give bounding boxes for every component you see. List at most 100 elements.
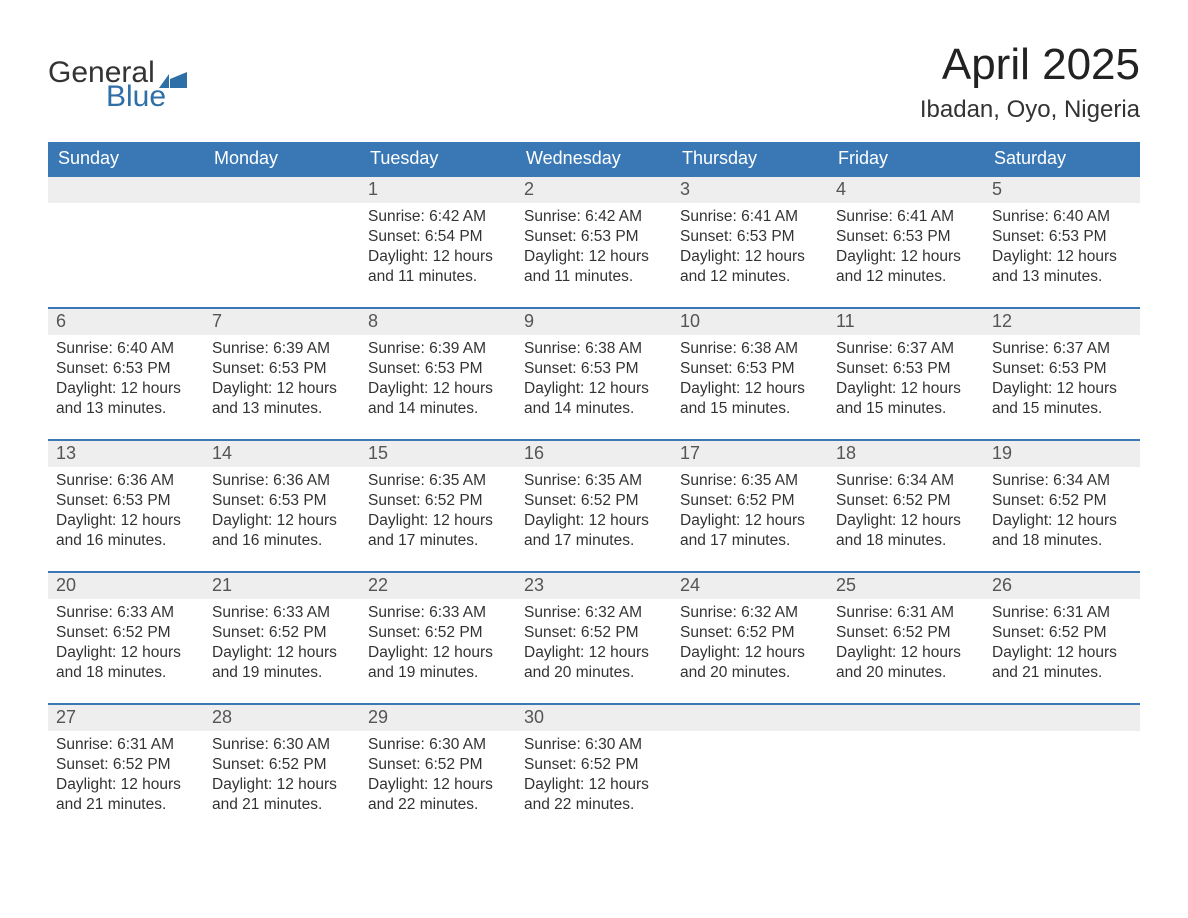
title-block: April 2025 Ibadan, Oyo, Nigeria — [920, 40, 1140, 124]
sunrise-line: Sunrise: 6:33 AM — [368, 603, 508, 623]
day-number: 26 — [984, 573, 1140, 599]
sunset-line: Sunset: 6:52 PM — [992, 623, 1132, 643]
calendar-day-cell: 13Sunrise: 6:36 AMSunset: 6:53 PMDayligh… — [48, 440, 204, 572]
day-body: Sunrise: 6:31 AMSunset: 6:52 PMDaylight:… — [984, 599, 1140, 692]
sunset-line: Sunset: 6:52 PM — [680, 623, 820, 643]
weekday-header: Thursday — [672, 142, 828, 176]
day-number: 29 — [360, 705, 516, 731]
day-number — [672, 705, 828, 731]
sunrise-line: Sunrise: 6:32 AM — [680, 603, 820, 623]
weekday-header: Sunday — [48, 142, 204, 176]
sunrise-line: Sunrise: 6:35 AM — [368, 471, 508, 491]
day-number: 30 — [516, 705, 672, 731]
daylight-line: Daylight: 12 hours and 18 minutes. — [56, 643, 196, 683]
calendar-day-cell: 18Sunrise: 6:34 AMSunset: 6:52 PMDayligh… — [828, 440, 984, 572]
sunrise-line: Sunrise: 6:41 AM — [836, 207, 976, 227]
day-number: 27 — [48, 705, 204, 731]
day-body: Sunrise: 6:35 AMSunset: 6:52 PMDaylight:… — [360, 467, 516, 560]
day-body: Sunrise: 6:41 AMSunset: 6:53 PMDaylight:… — [828, 203, 984, 296]
calendar-day-cell: 19Sunrise: 6:34 AMSunset: 6:52 PMDayligh… — [984, 440, 1140, 572]
day-number — [48, 177, 204, 203]
day-number: 6 — [48, 309, 204, 335]
day-number: 12 — [984, 309, 1140, 335]
daylight-line: Daylight: 12 hours and 16 minutes. — [56, 511, 196, 551]
calendar-day-cell: 7Sunrise: 6:39 AMSunset: 6:53 PMDaylight… — [204, 308, 360, 440]
sunset-line: Sunset: 6:52 PM — [992, 491, 1132, 511]
day-number: 25 — [828, 573, 984, 599]
calendar-week-row: 13Sunrise: 6:36 AMSunset: 6:53 PMDayligh… — [48, 440, 1140, 572]
calendar-day-cell: 27Sunrise: 6:31 AMSunset: 6:52 PMDayligh… — [48, 704, 204, 836]
calendar-day-cell: 20Sunrise: 6:33 AMSunset: 6:52 PMDayligh… — [48, 572, 204, 704]
calendar-day-cell: 24Sunrise: 6:32 AMSunset: 6:52 PMDayligh… — [672, 572, 828, 704]
sunrise-line: Sunrise: 6:33 AM — [56, 603, 196, 623]
sunrise-line: Sunrise: 6:36 AM — [212, 471, 352, 491]
daylight-line: Daylight: 12 hours and 12 minutes. — [680, 247, 820, 287]
sunset-line: Sunset: 6:53 PM — [836, 227, 976, 247]
daylight-line: Daylight: 12 hours and 17 minutes. — [680, 511, 820, 551]
sunrise-line: Sunrise: 6:39 AM — [212, 339, 352, 359]
calendar-day-cell: 1Sunrise: 6:42 AMSunset: 6:54 PMDaylight… — [360, 176, 516, 308]
sunset-line: Sunset: 6:53 PM — [992, 359, 1132, 379]
day-number: 18 — [828, 441, 984, 467]
sunset-line: Sunset: 6:52 PM — [524, 491, 664, 511]
day-number: 14 — [204, 441, 360, 467]
day-body — [48, 203, 204, 215]
day-body: Sunrise: 6:35 AMSunset: 6:52 PMDaylight:… — [516, 467, 672, 560]
sunset-line: Sunset: 6:52 PM — [56, 623, 196, 643]
daylight-line: Daylight: 12 hours and 13 minutes. — [212, 379, 352, 419]
daylight-line: Daylight: 12 hours and 17 minutes. — [524, 511, 664, 551]
calendar-day-cell: 9Sunrise: 6:38 AMSunset: 6:53 PMDaylight… — [516, 308, 672, 440]
calendar-day-cell: 10Sunrise: 6:38 AMSunset: 6:53 PMDayligh… — [672, 308, 828, 440]
day-body: Sunrise: 6:30 AMSunset: 6:52 PMDaylight:… — [204, 731, 360, 824]
day-number: 28 — [204, 705, 360, 731]
day-body: Sunrise: 6:35 AMSunset: 6:52 PMDaylight:… — [672, 467, 828, 560]
day-body: Sunrise: 6:40 AMSunset: 6:53 PMDaylight:… — [984, 203, 1140, 296]
sunrise-line: Sunrise: 6:32 AM — [524, 603, 664, 623]
calendar-day-cell: 16Sunrise: 6:35 AMSunset: 6:52 PMDayligh… — [516, 440, 672, 572]
calendar-day-cell: 29Sunrise: 6:30 AMSunset: 6:52 PMDayligh… — [360, 704, 516, 836]
day-body: Sunrise: 6:38 AMSunset: 6:53 PMDaylight:… — [672, 335, 828, 428]
sunset-line: Sunset: 6:52 PM — [212, 623, 352, 643]
logo-text-blue: Blue — [106, 82, 187, 112]
sunrise-line: Sunrise: 6:34 AM — [836, 471, 976, 491]
calendar-week-row: 20Sunrise: 6:33 AMSunset: 6:52 PMDayligh… — [48, 572, 1140, 704]
sunset-line: Sunset: 6:53 PM — [368, 359, 508, 379]
weekday-header: Wednesday — [516, 142, 672, 176]
day-number: 5 — [984, 177, 1140, 203]
sunrise-line: Sunrise: 6:30 AM — [368, 735, 508, 755]
sunrise-line: Sunrise: 6:34 AM — [992, 471, 1132, 491]
daylight-line: Daylight: 12 hours and 20 minutes. — [524, 643, 664, 683]
calendar-day-cell: 26Sunrise: 6:31 AMSunset: 6:52 PMDayligh… — [984, 572, 1140, 704]
sunrise-line: Sunrise: 6:40 AM — [992, 207, 1132, 227]
day-number: 15 — [360, 441, 516, 467]
calendar-day-cell: 6Sunrise: 6:40 AMSunset: 6:53 PMDaylight… — [48, 308, 204, 440]
day-body — [204, 203, 360, 215]
calendar-day-cell: 22Sunrise: 6:33 AMSunset: 6:52 PMDayligh… — [360, 572, 516, 704]
calendar-day-cell: 14Sunrise: 6:36 AMSunset: 6:53 PMDayligh… — [204, 440, 360, 572]
calendar-day-cell: 28Sunrise: 6:30 AMSunset: 6:52 PMDayligh… — [204, 704, 360, 836]
sunset-line: Sunset: 6:53 PM — [524, 227, 664, 247]
calendar-day-cell: 4Sunrise: 6:41 AMSunset: 6:53 PMDaylight… — [828, 176, 984, 308]
calendar-day-cell: 2Sunrise: 6:42 AMSunset: 6:53 PMDaylight… — [516, 176, 672, 308]
weekday-header: Monday — [204, 142, 360, 176]
sunset-line: Sunset: 6:53 PM — [56, 359, 196, 379]
daylight-line: Daylight: 12 hours and 20 minutes. — [836, 643, 976, 683]
calendar-week-row: 6Sunrise: 6:40 AMSunset: 6:53 PMDaylight… — [48, 308, 1140, 440]
sunset-line: Sunset: 6:52 PM — [524, 623, 664, 643]
calendar-day-cell: 8Sunrise: 6:39 AMSunset: 6:53 PMDaylight… — [360, 308, 516, 440]
calendar-page: General Blue April 2025 Ibadan, Oyo, Nig… — [0, 0, 1188, 896]
daylight-line: Daylight: 12 hours and 20 minutes. — [680, 643, 820, 683]
day-number: 16 — [516, 441, 672, 467]
day-number: 7 — [204, 309, 360, 335]
sunrise-line: Sunrise: 6:30 AM — [212, 735, 352, 755]
calendar-week-row: 1Sunrise: 6:42 AMSunset: 6:54 PMDaylight… — [48, 176, 1140, 308]
calendar-day-cell: 30Sunrise: 6:30 AMSunset: 6:52 PMDayligh… — [516, 704, 672, 836]
day-body: Sunrise: 6:39 AMSunset: 6:53 PMDaylight:… — [360, 335, 516, 428]
daylight-line: Daylight: 12 hours and 15 minutes. — [836, 379, 976, 419]
calendar-day-cell — [48, 176, 204, 308]
day-body: Sunrise: 6:41 AMSunset: 6:53 PMDaylight:… — [672, 203, 828, 296]
sunset-line: Sunset: 6:53 PM — [524, 359, 664, 379]
daylight-line: Daylight: 12 hours and 11 minutes. — [368, 247, 508, 287]
sunset-line: Sunset: 6:53 PM — [680, 359, 820, 379]
daylight-line: Daylight: 12 hours and 12 minutes. — [836, 247, 976, 287]
